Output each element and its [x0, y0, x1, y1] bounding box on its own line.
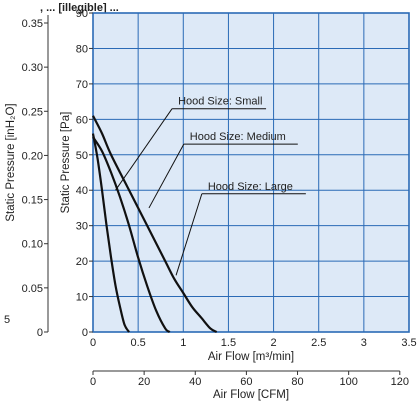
- x-primary-tick-label: 1.5: [221, 337, 236, 349]
- x-primary-tick-label: 0.5: [130, 337, 145, 349]
- x-primary-tick-label: 3: [361, 337, 367, 349]
- x-secondary-tick-label: 100: [339, 376, 357, 388]
- y-primary-axis-title: Static Pressure [Pa]: [60, 112, 72, 214]
- y-secondary-tick-label: 0.35: [22, 18, 43, 30]
- annotation-layer: Hood Size: Small Hood Size: Medium Hood Si…: [115, 96, 306, 276]
- y-primary-tick-label: 20: [76, 256, 88, 268]
- annotation-label: Hood Size: Large: [208, 181, 293, 193]
- annotation-label: Hood Size: Small: [178, 96, 262, 108]
- plot-frame: [92, 12, 410, 333]
- series-line-2: [92, 115, 218, 333]
- x-secondary-tick-label: 40: [189, 376, 201, 388]
- y-primary-tick-label: 10: [76, 292, 88, 304]
- series-layer: [91, 115, 218, 333]
- annotation-leader: [148, 143, 185, 209]
- y-secondary-tick-label: 0.15: [22, 195, 43, 207]
- annotation-label: Hood Size: Medium: [190, 131, 286, 143]
- x-secondary-tick-label: 80: [291, 376, 303, 388]
- y-primary-tick-label: 80: [76, 43, 88, 55]
- x-secondary-tick-label: 0: [90, 376, 96, 388]
- x-primary-tick-label: 2.5: [311, 337, 326, 349]
- x-secondary-tick-label: 20: [138, 376, 150, 388]
- annotation-leader: [115, 108, 173, 191]
- y-secondary-tick-label: 0.20: [22, 150, 43, 162]
- corner-mark: 5: [4, 314, 10, 326]
- x-secondary-axis-title: Air Flow [CFM]: [213, 389, 289, 401]
- x-primary-tick-label: 1: [180, 337, 186, 349]
- y-primary-tick-label: 30: [76, 221, 88, 233]
- y-primary-tick-label: 40: [76, 185, 88, 197]
- x-primary-axis-title: Air Flow [m³/min]: [208, 351, 294, 363]
- series-line-0: [91, 133, 131, 333]
- y-primary-tick-label: 0: [82, 327, 88, 339]
- x-secondary-tick-label: 120: [391, 376, 409, 388]
- y-secondary-tick-label: 0.10: [22, 239, 43, 251]
- axes-layer: 0 0.5 1 1.5 2 2.5 3 3.5 0 10 20 30 40 50 60 70 80 90 0 0.05…: [22, 8, 417, 388]
- annotation-leader: [175, 193, 203, 276]
- y-primary-tick-label: 60: [76, 114, 88, 126]
- series-line-1: [92, 136, 171, 333]
- x-primary-tick-label: 2: [271, 337, 277, 349]
- plot-area: [93, 13, 409, 332]
- x-primary-tick-label: 0: [90, 337, 96, 349]
- y-primary-tick-label: 90: [76, 8, 88, 20]
- y-primary-tick-label: 70: [76, 79, 88, 91]
- x-secondary-tick-label: 60: [240, 376, 252, 388]
- x-primary-tick-label: 3.5: [401, 337, 416, 349]
- y-primary-tick-label: 50: [76, 150, 88, 162]
- y-secondary-tick-label: 0: [37, 327, 43, 339]
- chart-title-fragment: , ... [illegible] ...: [40, 2, 119, 14]
- y-secondary-tick-label: 0.30: [22, 62, 43, 74]
- y-secondary-axis-title: Static Pressure [inH₂O]: [5, 103, 17, 221]
- y-secondary-tick-label: 0.25: [22, 106, 43, 118]
- y-secondary-tick-label: 0.05: [22, 283, 43, 295]
